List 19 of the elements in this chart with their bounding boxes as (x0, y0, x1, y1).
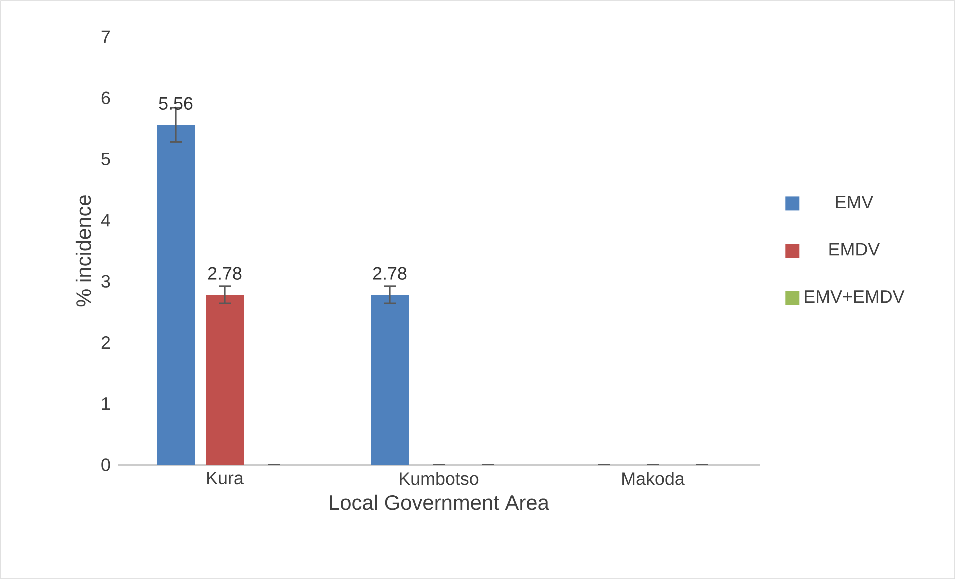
y-tick-label: 6 (102, 92, 110, 105)
y-tick-label: 5 (102, 153, 110, 166)
y-tick-label: 2 (102, 336, 110, 349)
x-tick-label: Kumbotso (400, 472, 479, 486)
data-label: 5.56 (159, 97, 193, 110)
y-tick-label: 0 (102, 458, 110, 472)
y-tick-label: 1 (102, 398, 110, 410)
y-axis-title: % incidence (76, 196, 92, 307)
legend-label: EMV+EMDV (805, 290, 905, 303)
data-label: 2.78 (373, 267, 407, 280)
legend-label: EMV (836, 196, 874, 208)
x-axis-title: Local Government Area (330, 494, 550, 510)
y-tick-label: 3 (102, 275, 110, 288)
y-tick-label: 7 (102, 30, 110, 44)
x-tick-label: Makoda (622, 472, 685, 486)
legend-label: EMDV (830, 243, 880, 256)
data-label: 2.78 (208, 267, 242, 280)
y-tick-label: 4 (101, 214, 110, 227)
x-tick-label: Kura (208, 472, 244, 485)
